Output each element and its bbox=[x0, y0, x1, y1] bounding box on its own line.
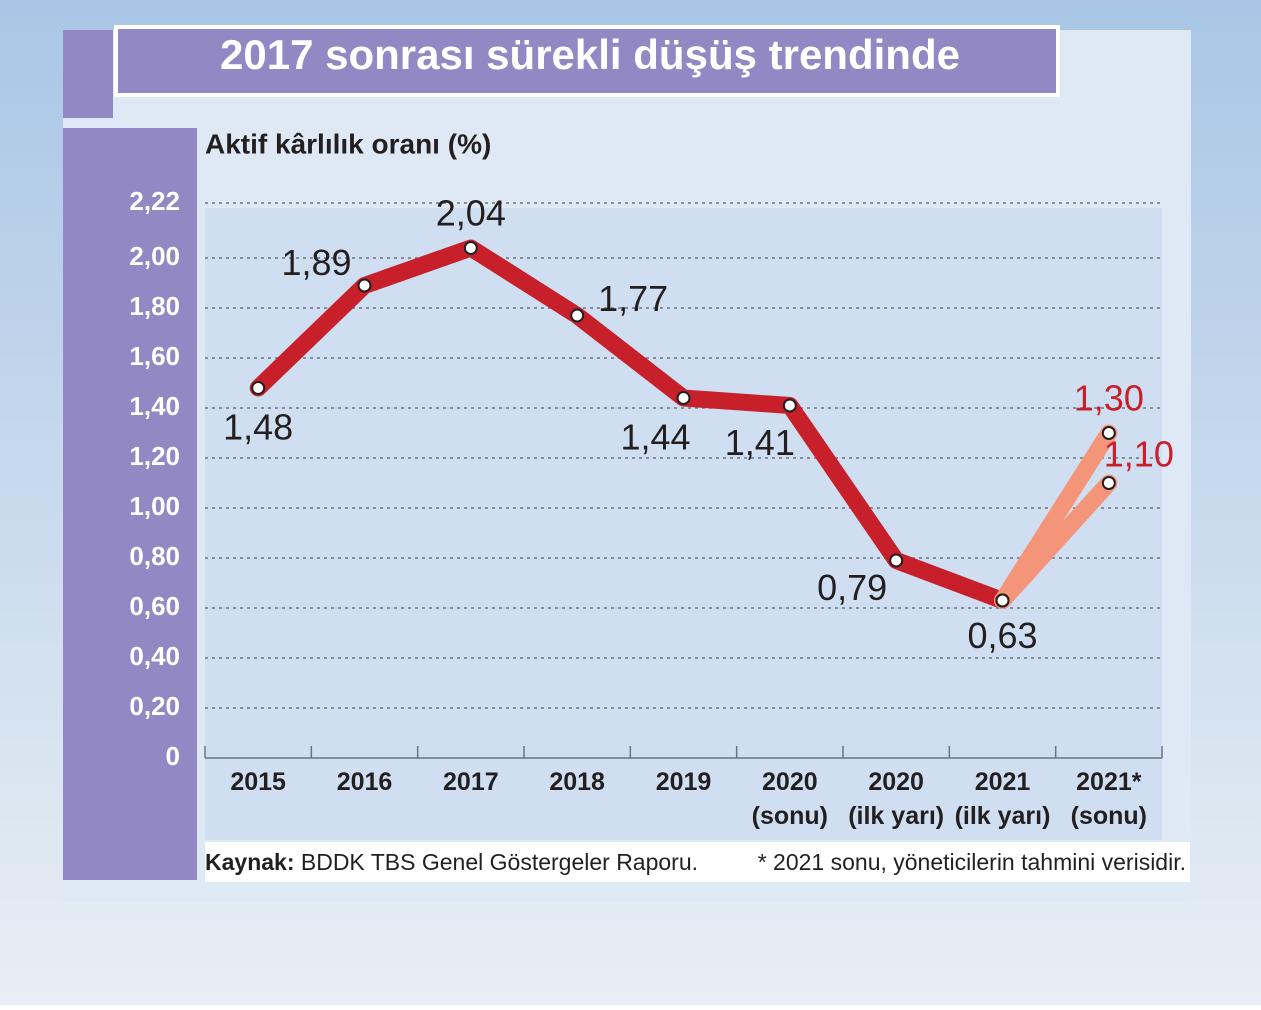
plot-area bbox=[205, 208, 1162, 840]
line bbox=[249, 239, 1011, 609]
value-label: 1,89 bbox=[281, 242, 351, 283]
value-label: 1,77 bbox=[598, 278, 668, 319]
y-tick-label: 2,22 bbox=[129, 186, 180, 216]
y-tick-label: 2,00 bbox=[129, 241, 180, 271]
x-tick-line: 2015 bbox=[230, 768, 286, 796]
y-axis-band bbox=[63, 128, 197, 880]
source-text: BDDK TBS Genel Göstergeler Raporu. bbox=[301, 849, 698, 875]
value-label: 1,30 bbox=[1074, 378, 1144, 419]
x-tick-line: 2021 bbox=[975, 768, 1031, 796]
point bbox=[889, 553, 904, 568]
point bbox=[357, 278, 372, 293]
y-tick-label: 0,80 bbox=[129, 541, 180, 571]
point bbox=[251, 381, 266, 395]
value-label: 0,79 bbox=[817, 567, 887, 608]
x-tick-line: (sonu) bbox=[1071, 802, 1147, 830]
title-box bbox=[118, 29, 1056, 93]
footer bbox=[205, 842, 1190, 882]
point bbox=[1101, 426, 1116, 440]
value-label: 1,10 bbox=[1104, 434, 1174, 475]
note: * 2021 sonu, yöneticilerin tahmini veris… bbox=[758, 849, 1186, 875]
y-tick-label: 0,60 bbox=[129, 591, 180, 621]
x-tick-label: 2020 (ilk yarı) bbox=[848, 768, 944, 830]
y-tick-label: 0,40 bbox=[129, 641, 180, 671]
source-label: Kaynak: bbox=[205, 849, 294, 875]
x-tick-label: 2018 bbox=[549, 768, 605, 796]
point bbox=[463, 241, 478, 255]
x-tick-line: 2019 bbox=[656, 768, 712, 796]
value-label: 1,44 bbox=[620, 417, 690, 458]
y-tick-label: 1,60 bbox=[129, 341, 180, 371]
x-tick-line: 2018 bbox=[549, 768, 605, 796]
x-tick-line: 2020 bbox=[762, 768, 818, 796]
point bbox=[570, 308, 585, 323]
x-tick-label: 2019 bbox=[656, 768, 712, 796]
y-tick-label: 1,40 bbox=[129, 391, 180, 421]
point bbox=[676, 391, 691, 405]
y-tick-label: 1,80 bbox=[129, 291, 180, 321]
x-tick-line: (sonu) bbox=[752, 802, 828, 830]
y-axis-label: Aktif kârlılık oranı (%) bbox=[205, 128, 491, 159]
x-tick-line: 2017 bbox=[443, 768, 499, 796]
value-label: 1,48 bbox=[223, 407, 293, 448]
x-tick-line: 2020 bbox=[868, 768, 924, 796]
chart-title: 2017 sonrası sürekli düşüş trendinde bbox=[220, 31, 960, 78]
y-tick-label: 1,00 bbox=[129, 491, 180, 521]
y-tick-label: 1,20 bbox=[129, 441, 180, 471]
x-tick-label: 2020 (sonu) bbox=[752, 768, 828, 830]
x-tick-label: 2015 bbox=[230, 768, 286, 796]
x-tick-label: 2021* (sonu) bbox=[1071, 768, 1147, 830]
value-label: 0,63 bbox=[967, 615, 1037, 656]
line bbox=[994, 474, 1118, 609]
y-tick-label: 0 bbox=[166, 741, 180, 771]
x-tick-line: (ilk yarı) bbox=[848, 802, 944, 830]
x-tick-line: 2016 bbox=[337, 768, 393, 796]
point bbox=[1101, 476, 1116, 490]
value-label: 2,04 bbox=[436, 193, 506, 234]
x-tick-line: (ilk yarı) bbox=[955, 802, 1051, 830]
y-tick-label: 0,20 bbox=[129, 691, 180, 721]
source: Kaynak: BDDK TBS Genel Göstergeler Rapor… bbox=[205, 849, 698, 875]
x-tick-label: 2016 bbox=[337, 768, 393, 796]
accent bbox=[63, 30, 113, 118]
x-tick-label: 2017 bbox=[443, 768, 499, 796]
point bbox=[995, 593, 1010, 608]
x-tick-label: 2021 (ilk yarı) bbox=[955, 768, 1051, 830]
x-tick-line: 2021* bbox=[1076, 768, 1142, 796]
point bbox=[782, 398, 797, 413]
value-label: 1,41 bbox=[725, 422, 795, 463]
